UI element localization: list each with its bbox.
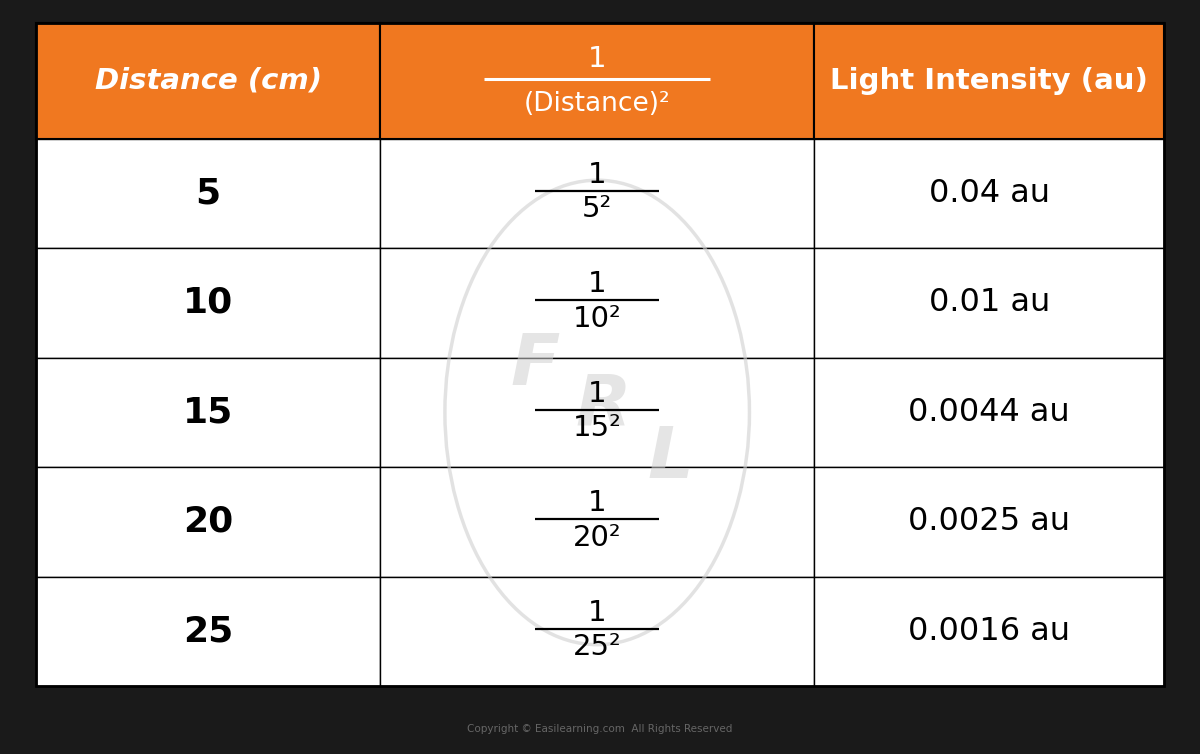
Bar [815, 248, 1164, 357]
Text: 0.04 au: 0.04 au [929, 178, 1050, 209]
Bar [815, 23, 1164, 139]
Text: Distance (cm): Distance (cm) [95, 66, 322, 95]
Bar [36, 577, 380, 686]
Bar [36, 467, 380, 577]
Bar [815, 577, 1164, 686]
Text: 10: 10 [182, 286, 233, 320]
Bar [380, 467, 815, 577]
Bar [380, 23, 815, 139]
Text: 1: 1 [588, 599, 606, 627]
Bar [380, 577, 815, 686]
Bar [815, 467, 1164, 577]
Text: 1: 1 [588, 380, 606, 408]
Bar [36, 357, 380, 467]
Text: 1: 1 [588, 271, 606, 299]
Text: 0.0044 au: 0.0044 au [908, 397, 1070, 428]
Bar [815, 139, 1164, 248]
Text: 10²: 10² [572, 305, 622, 333]
Text: F: F [510, 332, 560, 400]
Text: 1: 1 [588, 489, 606, 517]
Text: 0.0025 au: 0.0025 au [908, 507, 1070, 538]
Bar [380, 139, 815, 248]
Text: (Distance)²: (Distance)² [524, 91, 671, 117]
Text: Copyright © Easilearning.com  All Rights Reserved: Copyright © Easilearning.com All Rights … [467, 724, 733, 734]
Text: 25: 25 [182, 615, 233, 648]
Text: L: L [648, 425, 694, 493]
Text: R: R [575, 371, 631, 440]
Text: 5: 5 [196, 176, 221, 210]
Text: 15: 15 [182, 395, 233, 430]
Bar [36, 139, 380, 248]
Text: 20²: 20² [572, 524, 622, 552]
Text: 1: 1 [588, 161, 606, 189]
Text: 1: 1 [588, 45, 606, 73]
Bar [380, 357, 815, 467]
Text: 0.01 au: 0.01 au [929, 287, 1050, 318]
Bar [380, 248, 815, 357]
Text: 5²: 5² [582, 195, 612, 223]
Bar [36, 248, 380, 357]
Text: Light Intensity (au): Light Intensity (au) [830, 66, 1148, 95]
Text: 20: 20 [182, 505, 233, 539]
Bar [36, 23, 380, 139]
Text: 0.0016 au: 0.0016 au [908, 616, 1070, 647]
Text: 15²: 15² [572, 415, 622, 443]
Text: 25²: 25² [572, 633, 622, 661]
Bar [815, 357, 1164, 467]
